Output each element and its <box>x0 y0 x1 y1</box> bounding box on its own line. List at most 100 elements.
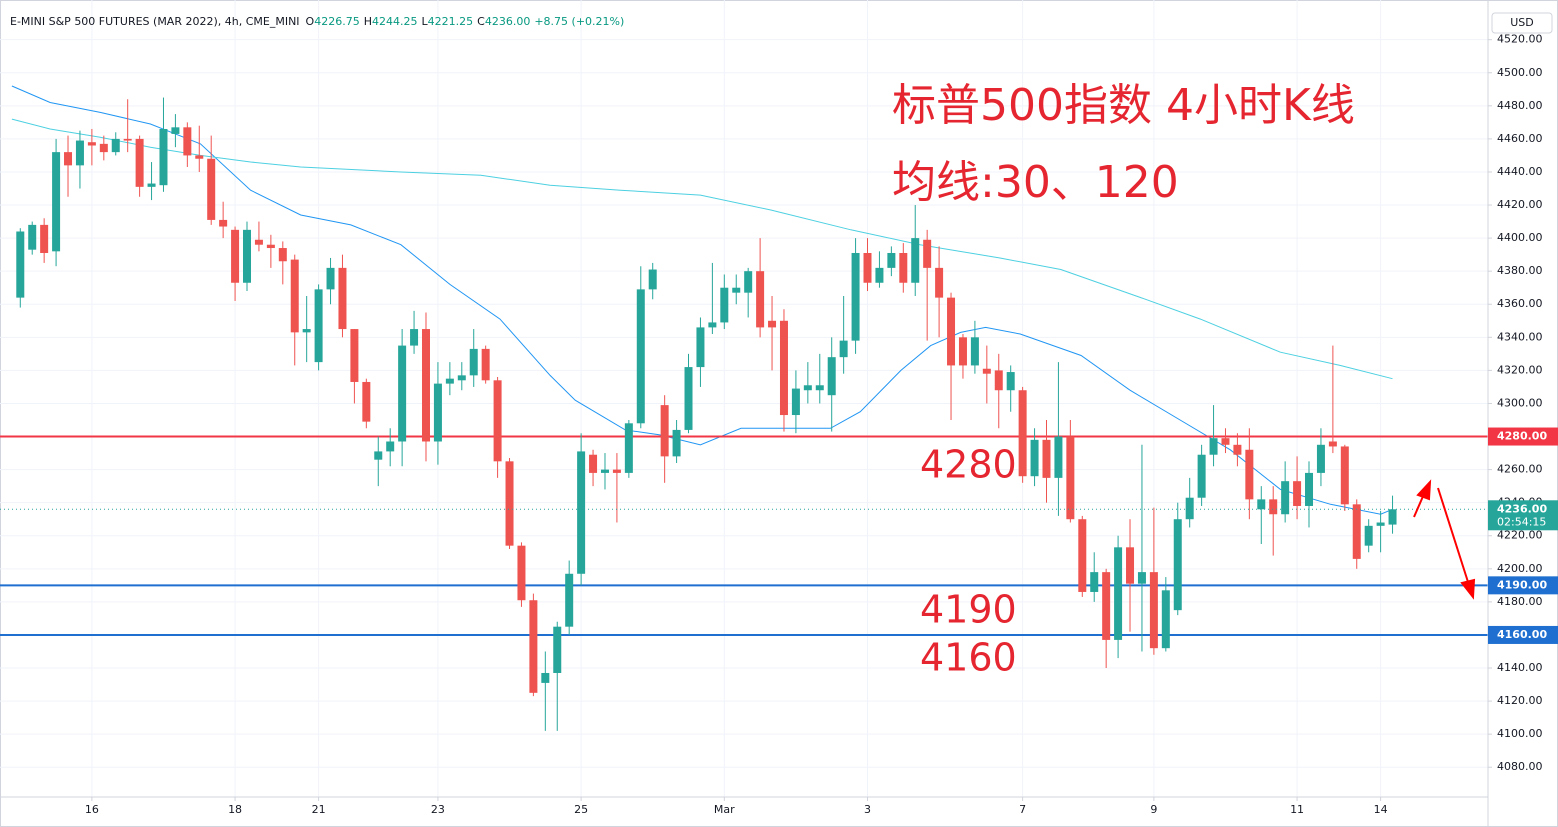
candle-body <box>147 183 156 187</box>
candle-body <box>1114 547 1123 640</box>
candle-body <box>779 320 788 416</box>
y-tick-label: 4120.00 <box>1497 694 1543 707</box>
annotation: 4190 <box>920 588 1017 632</box>
candle-body <box>195 155 204 159</box>
candle-body <box>803 385 812 391</box>
candle-body <box>1209 438 1218 455</box>
candle-body <box>410 329 419 346</box>
y-tick-label: 4080.00 <box>1497 760 1543 773</box>
candle-body <box>1090 572 1099 592</box>
candle-body <box>52 152 61 252</box>
y-tick-label: 4520.00 <box>1497 33 1543 46</box>
candle-body <box>64 152 73 166</box>
candle-body <box>1042 439 1051 478</box>
x-tick-label: 16 <box>85 803 99 816</box>
candle-body <box>398 345 407 442</box>
y-tick-label: 4300.00 <box>1497 396 1543 409</box>
currency-box[interactable] <box>1491 12 1553 34</box>
candle-body <box>326 267 335 290</box>
candle-body <box>1245 449 1254 500</box>
x-tick-label: 14 <box>1374 803 1388 816</box>
candle-body <box>791 388 800 416</box>
candle-body <box>183 127 192 156</box>
candle-body <box>672 429 681 457</box>
y-tick-label: 4420.00 <box>1497 198 1543 211</box>
y-tick-label: 4320.00 <box>1497 363 1543 376</box>
candle-body <box>1269 499 1278 515</box>
candle-body <box>28 224 37 250</box>
y-tick-label: 4460.00 <box>1497 132 1543 145</box>
y-tick-label: 4400.00 <box>1497 231 1543 244</box>
candle-body <box>732 287 741 293</box>
candle-body <box>768 320 777 328</box>
y-tick-label: 4380.00 <box>1497 264 1543 277</box>
y-tick-label: 4140.00 <box>1497 661 1543 674</box>
candle-body <box>612 469 621 473</box>
y-tick-label: 4500.00 <box>1497 66 1543 79</box>
candle-body <box>1233 444 1242 455</box>
candle-body <box>696 327 705 368</box>
arrow-head <box>1416 479 1432 501</box>
candle-body <box>923 239 932 268</box>
candle-body <box>648 269 657 290</box>
candle-body <box>517 545 526 601</box>
candle-body <box>541 672 550 683</box>
candle-body <box>314 289 323 363</box>
candle-body <box>827 357 836 396</box>
candle-body <box>863 252 872 283</box>
candle-body <box>99 143 108 153</box>
candle-body <box>266 244 275 249</box>
y-tick-label: 4180.00 <box>1497 595 1543 608</box>
candle-body <box>1126 547 1135 584</box>
candle-body <box>1352 504 1361 559</box>
candle-body <box>815 385 824 391</box>
candle-body <box>75 140 84 166</box>
candle-body <box>553 626 562 673</box>
currency: USD <box>1510 16 1534 29</box>
candle-body <box>1305 472 1314 506</box>
arrows <box>1413 479 1476 600</box>
candle-body <box>887 252 896 268</box>
candle-body <box>123 138 132 141</box>
candle-body <box>684 367 693 430</box>
candle-body <box>744 271 753 293</box>
y-tick-label: 4260.00 <box>1497 463 1543 476</box>
y-tick-label: 4480.00 <box>1497 99 1543 112</box>
x-tick-label: 9 <box>1150 803 1157 816</box>
candle-body <box>636 289 645 424</box>
candle-body <box>1161 590 1170 649</box>
moving-average <box>11 85 1393 515</box>
annotation: 标普500指数 4小时K线 <box>892 80 1355 131</box>
candle-body <box>159 128 168 186</box>
candle-body <box>457 375 466 381</box>
y-tick-label: 4220.00 <box>1497 529 1543 542</box>
candle-body <box>565 573 574 627</box>
candle-body <box>1328 441 1337 447</box>
candle-body <box>875 267 884 283</box>
candle-body <box>911 238 920 283</box>
legend-key: H <box>364 15 372 28</box>
x-tick-label: 25 <box>574 803 588 816</box>
candle-body <box>589 454 598 473</box>
candle-body <box>433 383 442 442</box>
candle-body <box>1221 438 1230 445</box>
candle-body <box>1054 436 1063 478</box>
candle-body <box>1173 519 1182 611</box>
candle-body <box>708 322 717 328</box>
symbol: E-MINI S&P 500 FUTURES (MAR 2022), 4h, C… <box>10 15 300 28</box>
candle-body <box>481 348 490 381</box>
annotation: 4280 <box>920 443 1017 487</box>
candle-body <box>207 158 216 220</box>
price-level-tag <box>1488 427 1558 446</box>
candle-body <box>529 600 538 693</box>
legend-key: C <box>477 15 485 28</box>
price-level-label: 4190.00 <box>1497 578 1547 591</box>
last-price-label: 4236.00 <box>1497 502 1547 515</box>
candle-body <box>1078 519 1087 592</box>
candle-body <box>219 219 228 227</box>
candle-body <box>254 239 263 245</box>
x-tick-label: Mar <box>714 803 735 816</box>
